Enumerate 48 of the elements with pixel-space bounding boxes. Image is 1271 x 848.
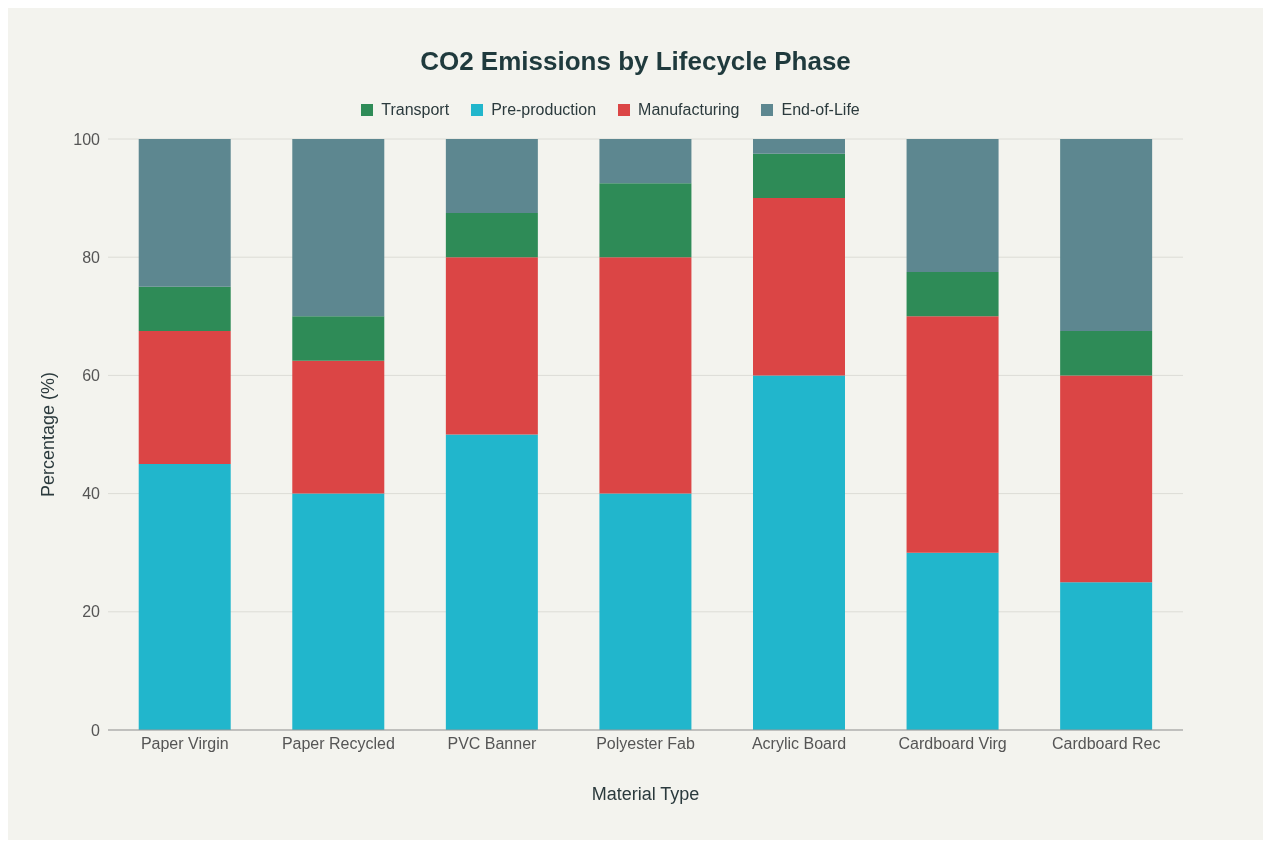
- y-tick-label: 60: [82, 367, 101, 385]
- bar: [138, 286, 231, 332]
- y-tick-label: 80: [82, 248, 101, 266]
- bar: [906, 139, 999, 272]
- legend-label: Transport: [380, 101, 450, 119]
- bar: [906, 552, 999, 730]
- chart-title: CO2 Emissions by Lifecycle Phase: [419, 45, 852, 78]
- legend-label: Manufacturing: [637, 101, 740, 119]
- bar: [445, 434, 538, 730]
- bar: [445, 257, 538, 435]
- y-axis-title: Percentage (%): [38, 371, 59, 498]
- y-tick-label: 40: [82, 485, 101, 503]
- bar: [753, 375, 845, 730]
- legend-label: Pre-production: [490, 101, 597, 119]
- bar: [1060, 375, 1153, 583]
- bar: [906, 271, 999, 317]
- x-tick-label: Cardboard Rec: [1051, 735, 1161, 753]
- x-tick-label: Cardboard Virg: [898, 735, 1007, 753]
- bar: [753, 198, 845, 376]
- bar: [599, 183, 692, 258]
- bar: [292, 139, 385, 317]
- bar: [138, 464, 231, 730]
- bar: [445, 212, 538, 258]
- x-tick-label: Polyester Fab: [596, 735, 695, 753]
- legend-label: End-of-Life: [780, 101, 860, 119]
- bar: [599, 493, 692, 730]
- x-tick-label: Acrylic Board: [751, 735, 847, 753]
- y-tick-label: 0: [91, 721, 101, 739]
- bar: [445, 139, 538, 213]
- bar: [1060, 139, 1153, 332]
- bar: [1060, 331, 1153, 376]
- bar: [753, 153, 845, 199]
- x-tick-label: Paper Recycled: [281, 735, 395, 753]
- y-tick-label: 100: [73, 130, 101, 148]
- y-tick-label: 20: [82, 603, 101, 621]
- x-tick-label: Paper Virgin: [140, 735, 229, 753]
- bar: [599, 139, 692, 184]
- bar: [292, 316, 385, 361]
- bar: [138, 139, 231, 287]
- bar: [906, 316, 999, 553]
- bar: [599, 257, 692, 494]
- bar: [1060, 582, 1153, 730]
- bar: [292, 493, 385, 730]
- bar: [753, 139, 845, 154]
- x-axis-title: Material Type: [591, 784, 700, 804]
- x-tick-label: PVC Banner: [447, 735, 538, 753]
- bar: [292, 360, 385, 494]
- bar: [138, 331, 231, 465]
